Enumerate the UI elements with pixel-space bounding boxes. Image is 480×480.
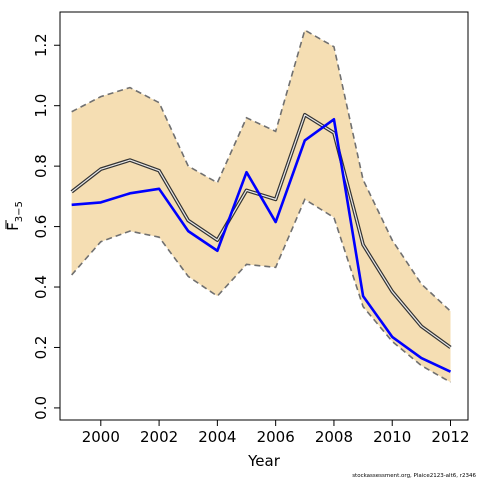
y-tick-label: 1.0 [32, 94, 50, 118]
y-tick-label: 0.4 [32, 275, 50, 299]
x-tick-label: 2002 [140, 428, 178, 446]
series-1-line [71, 117, 452, 373]
x-tick-label: 2006 [257, 428, 295, 446]
y-axis-title-subscript: 3−5 [14, 201, 25, 222]
y-axis: 0.0 0.2 0.4 0.6 0.8 1.0 1.2 [32, 33, 61, 420]
band-lower-line [71, 198, 451, 383]
y-tick-label: 1.2 [32, 33, 50, 57]
x-axis: 2000 2002 2004 2006 2008 2010 2012 [82, 419, 470, 446]
svg-text:F3−5: F3−5 [4, 201, 25, 231]
plot-area [70, 28, 452, 383]
y-tick-label: 0.0 [32, 396, 50, 420]
footer-note: stockassessment.org, Plaice2123-alt6, r2… [352, 473, 476, 479]
x-tick-label: 2008 [315, 428, 353, 446]
band-upper-line [71, 28, 452, 312]
y-axis-title: F3−5 [4, 201, 25, 231]
x-tick-label: 2010 [373, 428, 411, 446]
y-tick-label: 0.6 [32, 215, 50, 239]
y-tick-label: 0.8 [32, 154, 50, 178]
y-tick-label: 0.2 [32, 336, 50, 360]
confidence-band [71, 30, 451, 383]
x-tick-label: 2012 [431, 428, 469, 446]
x-tick-label: 2004 [198, 428, 236, 446]
x-tick-label: 2000 [82, 428, 120, 446]
y-axis-title-main: F [4, 222, 22, 231]
x-axis-title: Year [247, 452, 281, 470]
